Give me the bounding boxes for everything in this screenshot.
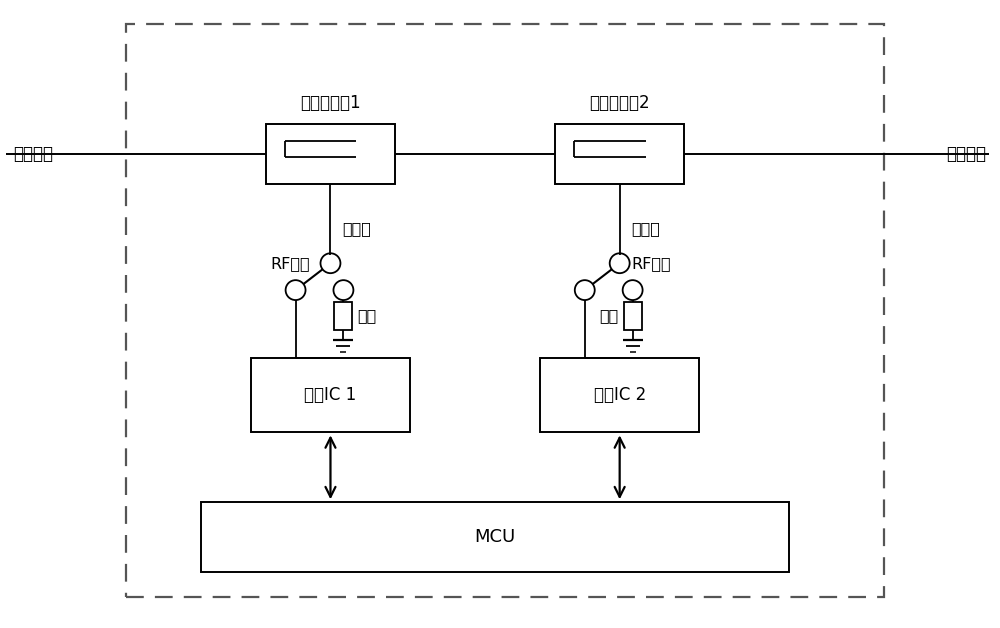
Text: 車載天線: 車載天線 xyxy=(13,144,53,163)
Text: 耦合端: 耦合端 xyxy=(342,221,371,236)
Text: 定向耦合器1: 定向耦合器1 xyxy=(300,94,361,112)
Text: 射頻IC 2: 射頻IC 2 xyxy=(594,386,646,404)
Text: 負載: 負載 xyxy=(357,308,377,323)
Bar xyxy=(266,124,395,183)
Text: 射頻IC 1: 射頻IC 1 xyxy=(304,386,357,404)
Bar xyxy=(334,302,352,330)
Text: RF開關: RF開關 xyxy=(271,256,310,271)
Bar xyxy=(540,358,699,433)
Bar xyxy=(126,24,884,597)
Text: MCU: MCU xyxy=(474,528,516,546)
Text: 耦合端: 耦合端 xyxy=(632,221,661,236)
Text: 定向耦合器2: 定向耦合器2 xyxy=(589,94,650,112)
Bar xyxy=(201,502,789,572)
Text: RF開關: RF開關 xyxy=(632,256,671,271)
Text: 負載: 負載 xyxy=(599,308,619,323)
Text: 通信電臺: 通信電臺 xyxy=(947,144,987,163)
Bar xyxy=(555,124,684,183)
Bar xyxy=(251,358,410,433)
Bar xyxy=(624,302,642,330)
